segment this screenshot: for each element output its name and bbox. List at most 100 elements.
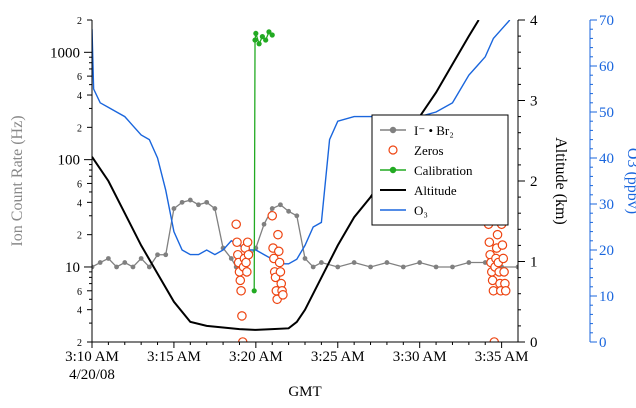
data-point-zeros <box>241 257 251 268</box>
data-point-ion-count <box>187 197 193 203</box>
legend-label: Altitude <box>414 183 457 198</box>
data-point-calibration <box>251 288 257 294</box>
y-o3-axis-label: O3 (ppbv) <box>624 148 636 214</box>
data-point-ion-count <box>179 199 185 205</box>
x-tick-label: 3:35 AM <box>475 349 529 365</box>
data-point-ion-count <box>261 221 267 227</box>
x-tick-label: 3:30 AM <box>393 349 447 365</box>
data-point-zeros <box>492 229 503 240</box>
data-point-ion-count <box>269 206 275 211</box>
y-o3-tick-label: 40 <box>599 151 614 167</box>
x-tick-label: 3:20 AM <box>229 349 283 365</box>
x-axis-label: GMT <box>288 384 321 400</box>
y-left-minor-tick-label: 6 <box>77 72 82 83</box>
y-left-minor-tick-label: 2 <box>77 16 82 27</box>
legend-marker <box>389 126 397 134</box>
data-point-ion-count <box>130 264 136 270</box>
data-point-ion-count <box>122 260 128 265</box>
data-point-ion-count <box>286 208 292 214</box>
data-point-calibration <box>266 29 272 35</box>
legend-label: O₃ <box>414 203 428 218</box>
x-tick-label: 3:10 AM <box>65 349 119 365</box>
data-point-ion-count <box>105 256 111 261</box>
legend-label: Zeros <box>414 143 444 158</box>
data-point-ion-count <box>204 199 210 205</box>
data-point-calibration <box>259 34 265 40</box>
y-left-minor-tick-label: 6 <box>77 179 82 190</box>
y-o3-tick-label: 60 <box>599 59 614 75</box>
y-o3-tick-label: 20 <box>599 243 614 259</box>
y-altitude-axis-label: Altitude (km) <box>552 137 569 225</box>
x-tick-label: 3:15 AM <box>147 349 201 365</box>
y-left-minor-tick-label: 4 <box>77 91 82 102</box>
data-point-ion-count <box>138 256 144 261</box>
y-left-minor-tick-label: 4 <box>77 306 82 317</box>
series-line-calibration <box>253 30 273 291</box>
data-point-zeros <box>274 257 285 268</box>
data-point-ion-count <box>212 206 218 211</box>
y-altitude-tick-label: 4 <box>530 13 538 29</box>
data-point-ion-count <box>368 264 373 270</box>
data-point-ion-count <box>163 252 169 258</box>
data-point-zeros <box>237 311 247 321</box>
data-point-zeros <box>236 285 246 296</box>
data-point-ion-count <box>278 202 283 208</box>
y-left-tick-label: 1000 <box>50 45 80 61</box>
legend-marker <box>389 166 397 174</box>
y-left-minor-tick-label: 4 <box>77 198 82 209</box>
y-altitude-tick-label: 3 <box>530 94 538 110</box>
legend: I⁻ • Br₂ Zeros Calibration Altitude O₃ <box>371 114 509 226</box>
data-point-ion-count <box>196 202 201 208</box>
y-altitude-tick-label: 1 <box>530 255 538 271</box>
legend-label: I⁻ • Br₂ <box>414 123 454 138</box>
data-point-calibration <box>252 37 258 43</box>
y-left-minor-tick-label: 2 <box>77 231 82 242</box>
data-point-ion-count <box>310 264 316 270</box>
data-point-zeros <box>235 275 246 286</box>
data-point-zeros <box>231 219 241 230</box>
y-left-tick-label: 10 <box>65 260 80 276</box>
data-point-ion-count <box>92 264 95 270</box>
data-point-ion-count <box>384 260 390 265</box>
data-point-zeros <box>242 267 252 277</box>
data-point-zeros <box>232 237 242 248</box>
y-o3-tick-label: 50 <box>599 105 614 121</box>
data-point-ion-count <box>417 260 423 265</box>
data-point-ion-count <box>294 213 300 219</box>
data-point-ion-count <box>466 260 472 265</box>
y-altitude-tick-label: 0 <box>530 335 538 351</box>
data-point-ion-count <box>228 256 234 261</box>
y-o3-tick-label: 0 <box>599 335 607 351</box>
data-point-ion-count <box>171 206 177 211</box>
data-point-zeros <box>275 267 286 277</box>
x-date-label: 4/20/08 <box>69 367 115 383</box>
y-left-minor-tick-label: 6 <box>77 287 82 298</box>
y-o3-tick-label: 10 <box>599 289 614 305</box>
data-point-ion-count <box>97 260 103 265</box>
data-point-ion-count <box>146 264 152 270</box>
series-line-o3 <box>92 20 511 265</box>
y-left-minor-tick-label: 2 <box>77 123 82 134</box>
data-point-ion-count <box>400 264 406 270</box>
data-point-ion-count <box>335 264 341 270</box>
data-point-ion-count <box>318 260 324 265</box>
data-point-ion-count <box>114 264 119 270</box>
data-point-calibration <box>263 37 269 43</box>
data-point-zeros <box>278 290 288 300</box>
data-point-zeros <box>273 229 283 240</box>
data-point-calibration <box>253 30 259 37</box>
data-point-zeros <box>243 249 254 260</box>
data-point-zeros <box>500 285 511 296</box>
data-point-ion-count <box>351 260 357 265</box>
y-left-axis-label: Ion Count Rate (Hz) <box>9 115 26 246</box>
y-o3-tick-label: 30 <box>599 197 614 213</box>
data-point-zeros <box>484 237 495 248</box>
data-point-ion-count <box>515 264 518 270</box>
data-point-zeros <box>267 210 278 221</box>
x-tick-label: 3:25 AM <box>311 349 365 365</box>
data-point-calibration <box>256 41 262 47</box>
data-point-zeros <box>499 267 509 277</box>
data-point-ion-count <box>155 252 160 258</box>
data-point-calibration <box>269 32 275 38</box>
